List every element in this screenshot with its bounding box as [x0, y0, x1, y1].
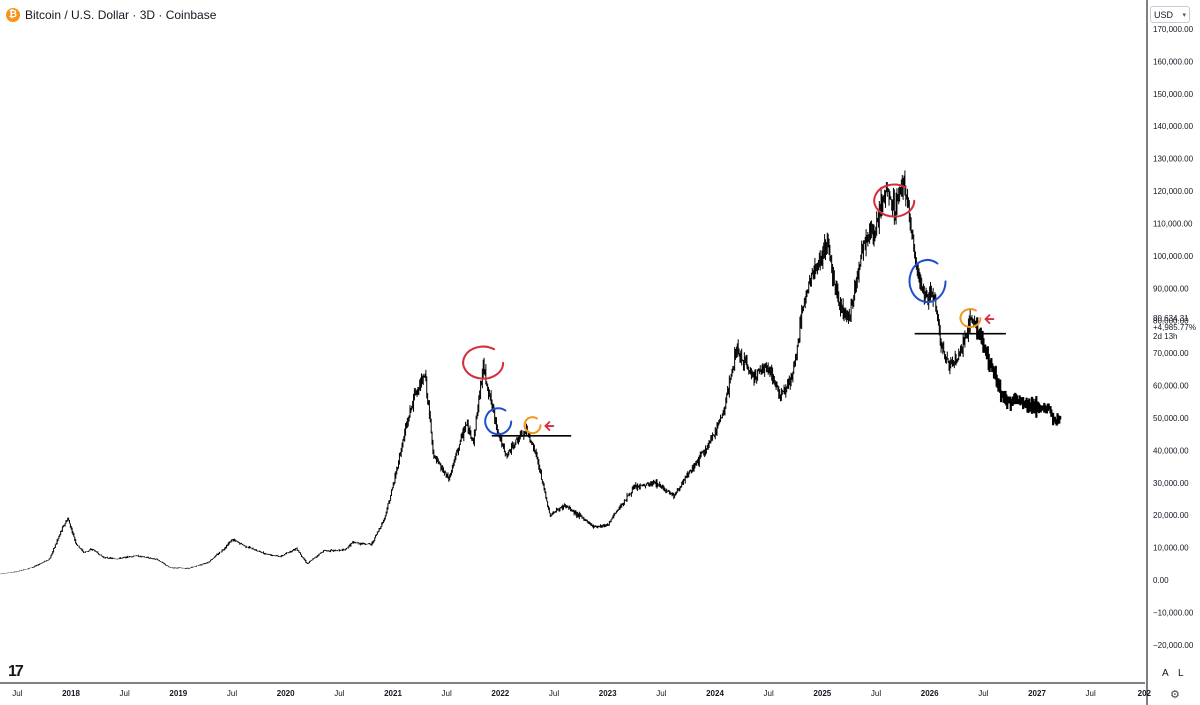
price-tick-label: 30,000.00 — [1153, 479, 1189, 488]
price-tick-label: 40,000.00 — [1153, 446, 1189, 455]
price-tick-label: 120,000.00 — [1153, 187, 1194, 196]
orange-circle-annotation[interactable] — [523, 416, 542, 435]
red-circle-annotation[interactable] — [873, 183, 916, 218]
time-tick-label: Jul — [1086, 689, 1096, 698]
price-tick-label: 50,000.00 — [1153, 414, 1189, 423]
time-tick-label: 2019 — [169, 689, 187, 698]
price-tick-label: 0.00 — [1153, 576, 1169, 585]
time-tick-label: Jul — [442, 689, 452, 698]
price-series — [0, 170, 1062, 575]
red-circle-annotation[interactable] — [462, 345, 505, 380]
time-tick-label: Jul — [227, 689, 237, 698]
price-tick-label: 80,000.00 — [1153, 317, 1189, 326]
bitcoin-icon: ₿ — [6, 8, 20, 22]
time-tick-label: Jul — [871, 689, 881, 698]
last-price: 80,634.31 — [1153, 314, 1189, 323]
time-tick-label: 2018 — [62, 689, 80, 698]
blue-circle-annotation[interactable] — [908, 259, 947, 304]
log-scale-button[interactable]: L — [1178, 668, 1184, 679]
price-tick-label: 160,000.00 — [1153, 57, 1194, 66]
time-tick-label: 2027 — [1028, 689, 1046, 698]
time-axis[interactable]: Jul 2018 Jul 2019 Jul 2020 Jul 2021 Jul 2022 Jul 20… — [0, 682, 1152, 698]
time-tick-label: 2026 — [921, 689, 939, 698]
time-tick-label: 2020 — [277, 689, 295, 698]
price-tick-label: 60,000.00 — [1153, 382, 1189, 391]
price-tick-label: −10,000.00 — [1153, 608, 1194, 617]
price-tick-label: 150,000.00 — [1153, 90, 1194, 99]
drawings-layer[interactable] — [462, 183, 1006, 437]
orange-circle-annotation[interactable] — [959, 308, 982, 329]
time-tick-label: Jul — [12, 689, 22, 698]
gear-icon[interactable]: ⚙ — [1170, 689, 1180, 701]
left-arrow-annotation[interactable] — [984, 314, 995, 324]
price-tick-label: 130,000.00 — [1153, 155, 1194, 164]
time-tick-label: 2021 — [384, 689, 402, 698]
price-tick-label: 20,000.00 — [1153, 511, 1189, 520]
chevron-down-icon: ▾ — [1182, 11, 1186, 19]
left-arrow-annotation[interactable] — [544, 421, 555, 431]
price-tick-label: 10,000.00 — [1153, 544, 1189, 553]
time-tick-label: Jul — [656, 689, 666, 698]
currency-select[interactable]: USD ▾ — [1150, 6, 1190, 23]
time-tick-label: Jul — [549, 689, 559, 698]
bar-countdown: 2d 13h — [1153, 332, 1178, 341]
price-tick-label: 110,000.00 — [1153, 219, 1193, 228]
last-price-readout: 80,634.31 +4,985.77% 2d 13h — [1153, 314, 1196, 341]
tradingview-logo[interactable]: 17 — [8, 663, 24, 680]
time-tick-label: Jul — [764, 689, 774, 698]
price-axis[interactable]: 170,000.00 160,000.00 150,000.00 140,000.00… — [1146, 0, 1194, 705]
auto-scale-button[interactable]: A — [1162, 668, 1169, 679]
time-tick-label: 2025 — [813, 689, 831, 698]
price-change: +4,985.77% — [1153, 323, 1196, 332]
currency-value: USD — [1154, 9, 1174, 20]
symbol-title: Bitcoin / U.S. Dollar · 3D · Coinbase — [25, 8, 217, 22]
time-tick-label: Jul — [120, 689, 130, 698]
blue-circle-annotation[interactable] — [484, 407, 513, 436]
price-tick-label: 70,000.00 — [1153, 349, 1189, 358]
time-tick-label: 2023 — [599, 689, 617, 698]
time-tick-label: 2022 — [491, 689, 509, 698]
time-tick-label: Jul — [978, 689, 988, 698]
price-tick-label: −20,000.00 — [1153, 641, 1194, 650]
time-tick-label: 202 — [1138, 689, 1152, 698]
price-tick-label: 170,000.00 — [1153, 25, 1194, 34]
time-tick-label: 2024 — [706, 689, 724, 698]
price-tick-label: 140,000.00 — [1153, 122, 1194, 131]
symbol-header[interactable]: ₿ Bitcoin / U.S. Dollar · 3D · Coinbase — [6, 6, 216, 24]
time-tick-label: Jul — [334, 689, 344, 698]
price-tick-label: 100,000.00 — [1153, 252, 1194, 261]
price-tick-label: 90,000.00 — [1153, 284, 1189, 293]
